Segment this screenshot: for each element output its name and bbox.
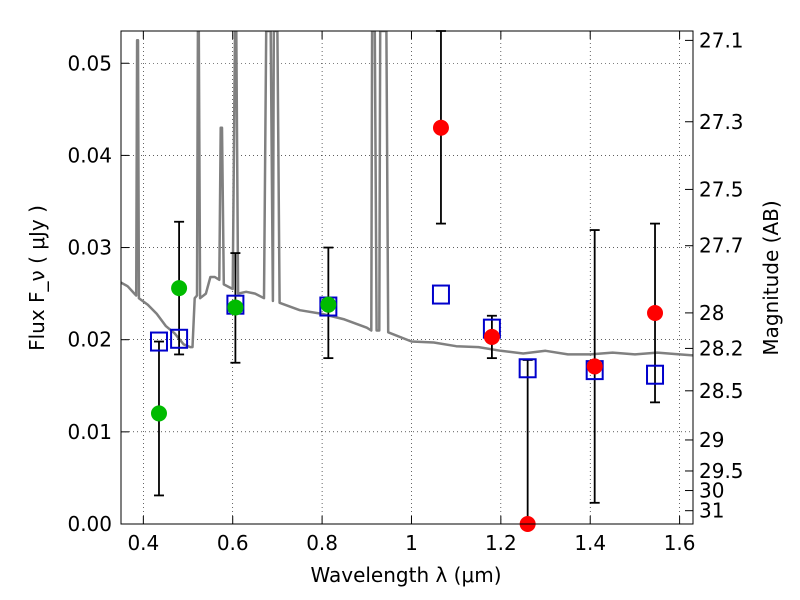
spectrum-layer xyxy=(121,31,693,357)
y-tick-label-0: 0.00 xyxy=(67,512,112,536)
x-tick-label-4: 1.2 xyxy=(485,531,517,555)
ir-point-0 xyxy=(432,119,449,136)
model-square-6 xyxy=(518,358,537,379)
model-square-4 xyxy=(431,284,450,305)
model-square-8 xyxy=(646,364,665,385)
y2-tick-label-6: 28.5 xyxy=(699,379,744,403)
model-square-1 xyxy=(170,328,189,349)
optical-point-2 xyxy=(227,299,244,316)
y-tick-label-2: 0.02 xyxy=(67,328,112,352)
y2-tick-label-3: 27.7 xyxy=(699,234,744,258)
x-tick-label-3: 1 xyxy=(405,531,418,555)
axis-ticks xyxy=(121,31,693,525)
y2-tick-label-9: 30 xyxy=(699,479,724,503)
y2-tick-label-8: 29.5 xyxy=(699,459,744,483)
optical-point-1 xyxy=(171,280,188,297)
y2-tick-label-5: 28.2 xyxy=(699,336,744,360)
y-tick-label-5: 0.05 xyxy=(67,51,112,75)
y-tick-label-3: 0.03 xyxy=(67,236,112,260)
y2-tick-label-1: 27.3 xyxy=(699,110,744,134)
x-axis-title: Wavelength λ (μm) xyxy=(310,563,501,587)
x-tick-label-0: 0.4 xyxy=(127,531,159,555)
y-tick-label-4: 0.04 xyxy=(67,143,112,167)
y-axis-title: Flux F_ν ( μJy ) xyxy=(25,205,49,351)
y2-tick-label-7: 29 xyxy=(699,428,724,452)
ir-point-1 xyxy=(483,328,500,345)
y2-tick-label-2: 27.5 xyxy=(699,177,744,201)
optical-point-3 xyxy=(320,296,337,313)
plot-frame xyxy=(120,30,694,525)
y-tick-label-1: 0.01 xyxy=(67,420,112,444)
model-square-0 xyxy=(149,331,168,352)
ir-point-3 xyxy=(586,358,603,375)
y2-tick-label-0: 27.1 xyxy=(699,28,744,52)
spectrum-line xyxy=(121,31,693,357)
x-tick-label-2: 0.8 xyxy=(306,531,338,555)
ir-point-4 xyxy=(647,304,664,321)
y2-tick-label-10: 31 xyxy=(699,499,724,523)
optical-point-0 xyxy=(150,405,167,422)
tick-labels: 0.4 0.6 0.8 1 1.2 1.4 1.6 0.00 0.01 0.02 0.03 0.04 0… xyxy=(67,28,743,555)
y2-tick-label-4: 28 xyxy=(699,301,724,325)
x-tick-label-5: 1.4 xyxy=(574,531,606,555)
y2-axis-title: Magnitude (AB) xyxy=(759,200,783,355)
markers xyxy=(149,119,665,532)
x-tick-label-1: 0.6 xyxy=(217,531,249,555)
x-tick-label-6: 1.6 xyxy=(664,531,696,555)
